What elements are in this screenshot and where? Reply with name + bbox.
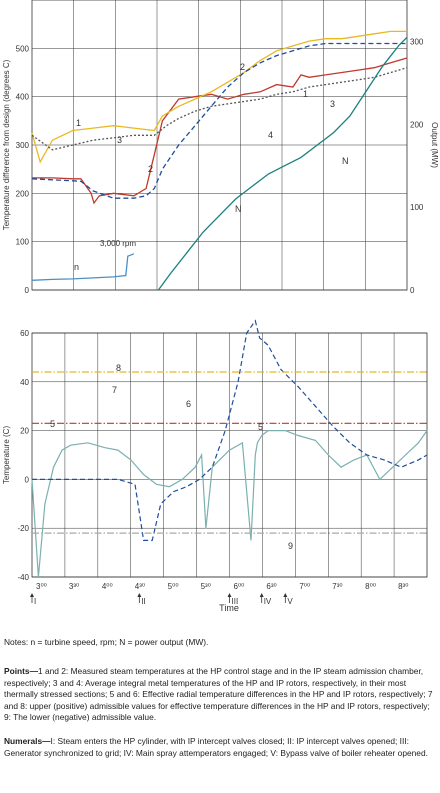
- top-series: [31, 30, 408, 291]
- label-4: 4: [268, 130, 273, 140]
- bottom-x-tick-label: 4³⁰: [135, 582, 145, 591]
- points-legend-title: Points—: [4, 666, 38, 676]
- label-5: 5: [50, 419, 55, 429]
- numerals-legend: Numerals—I: Steam enters the HP cylinder…: [4, 736, 436, 759]
- bottom-x-tick-label: 5³⁰: [201, 582, 211, 591]
- top-left-tick-label: 100: [16, 238, 30, 247]
- bottom-y-tick-label: -20: [17, 524, 29, 533]
- bottom-x-tick-label: 5⁰⁰: [168, 582, 179, 591]
- label-7: 7: [112, 385, 117, 395]
- top-series-line-3: [31, 67, 408, 151]
- label-1b: 1: [303, 89, 308, 99]
- top-series-line-2: [31, 30, 407, 164]
- bottom-y-tick-label: 60: [20, 329, 29, 338]
- top-left-axis-ticks: 0 100 200 300 400 500: [16, 44, 30, 295]
- label-6: 6: [186, 399, 191, 409]
- label-3000-rpm: 3,000 rpm: [100, 239, 136, 248]
- top-right-tick-label: 0: [410, 286, 415, 295]
- label-3b: 3: [330, 99, 335, 109]
- bottom-x-axis-ticks: 3⁰⁰ 3³⁰ 4⁰⁰ 4³⁰ 5⁰⁰ 5³⁰ 6⁰⁰ 6³⁰ 7⁰⁰ 7³⁰ 8⁰⁰ 8³⁰: [36, 582, 408, 591]
- top-right-tick-label: 300: [410, 37, 424, 46]
- label-n: n: [74, 262, 79, 272]
- top-series-line-N: [157, 36, 408, 291]
- top-right-axis-ticks: 0 100 200 300: [410, 37, 424, 295]
- top-chart: 0 100 200 300 400 500 0 100 200 300 Temperature …: [2, 0, 439, 295]
- numerals-legend-text: I: Steam enters the HP cylinder, with IP…: [4, 736, 428, 758]
- label-N-right: N: [342, 156, 349, 166]
- bottom-y-axis-label: Temperature (C): [2, 426, 11, 485]
- top-y-axis-label: Temperature difference from design (degr…: [2, 59, 11, 230]
- top-left-tick-label: 200: [16, 189, 30, 198]
- bottom-x-tick-label: 7⁰⁰: [299, 582, 310, 591]
- label-N: N: [235, 204, 242, 214]
- top-right-tick-label: 100: [410, 203, 424, 212]
- top-series-line-n: [31, 253, 135, 281]
- top-left-tick-label: 300: [16, 141, 30, 150]
- top-right-tick-label: 200: [410, 120, 424, 129]
- bottom-y-tick-label: -40: [17, 573, 29, 582]
- label-1: 1: [76, 118, 81, 128]
- label-2b: 2: [148, 164, 153, 174]
- event-marker-label: I: [34, 597, 36, 606]
- bottom-y-tick-label: 0: [25, 475, 30, 484]
- top-left-tick-label: 400: [16, 93, 30, 102]
- bottom-x-axis-label: Time: [219, 603, 239, 613]
- top-left-tick-label: 500: [16, 44, 30, 53]
- top-right-axis-label: Output (MW): [430, 122, 439, 168]
- event-marker-label: II: [141, 597, 145, 606]
- points-legend: Points—1 and 2: Measured steam temperatu…: [4, 666, 436, 724]
- bottom-y-tick-label: 20: [20, 427, 29, 436]
- event-marker-label: IV: [264, 597, 272, 606]
- bottom-x-tick-label: 7³⁰: [332, 582, 342, 591]
- notes-line: Notes: n = turbine speed, rpm; N = power…: [4, 637, 209, 647]
- label-2: 2: [240, 62, 245, 72]
- event-marker-arrowhead: [30, 593, 34, 597]
- bottom-chart: -40 -20 0 20 40 60 3⁰⁰ 3³⁰ 4⁰⁰ 4³⁰ 5⁰⁰ 5³⁰ 6⁰⁰ 6³⁰ 7⁰…: [2, 319, 428, 613]
- label-9: 9: [288, 541, 293, 551]
- bottom-series-line-6: [32, 319, 428, 541]
- points-legend-text: 1 and 2: Measured steam temperatures at …: [4, 666, 433, 722]
- event-marker-arrowhead: [259, 593, 264, 597]
- bottom-y-axis-ticks: -40 -20 0 20 40 60: [17, 329, 29, 582]
- event-markers: I II III IV V: [30, 593, 293, 606]
- event-marker-arrowhead: [283, 593, 288, 597]
- bottom-x-tick-label: 8⁰⁰: [365, 582, 376, 591]
- bottom-y-tick-label: 40: [20, 378, 29, 387]
- bottom-x-tick-label: 3⁰⁰: [36, 582, 47, 591]
- bottom-x-tick-label: 6³⁰: [266, 582, 276, 591]
- event-marker-label: III: [232, 597, 239, 606]
- bottom-x-tick-label: 4⁰⁰: [102, 582, 113, 591]
- label-3: 3: [117, 135, 122, 145]
- top-series-line-4: [31, 42, 407, 199]
- bottom-series: [31, 319, 428, 578]
- event-marker-label: V: [287, 597, 293, 606]
- top-left-tick-label: 0: [25, 286, 30, 295]
- bottom-x-tick-label: 8³⁰: [398, 582, 408, 591]
- bottom-x-tick-label: 6⁰⁰: [234, 582, 245, 591]
- bottom-series-line-5: [31, 430, 428, 578]
- label-5b: 5: [258, 422, 263, 432]
- event-marker-arrowhead: [227, 593, 232, 597]
- bottom-x-tick-label: 3³⁰: [69, 582, 79, 591]
- label-8: 8: [116, 363, 121, 373]
- numerals-legend-title: Numerals—: [4, 736, 51, 746]
- event-marker-arrowhead: [137, 593, 142, 597]
